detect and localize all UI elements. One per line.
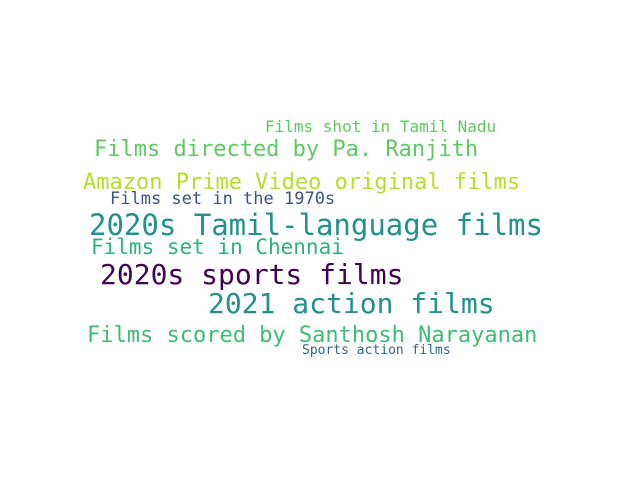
- word-cloud-term: Films set in the 1970s: [110, 189, 336, 209]
- word-cloud-term: Films scored by Santhosh Narayanan: [87, 323, 538, 348]
- word-cloud-term: Sports action films: [302, 343, 451, 358]
- word-cloud-term: Films directed by Pa. Ranjith: [94, 137, 479, 162]
- word-cloud-term: Films set in Chennai: [91, 235, 344, 259]
- word-cloud-term: 2020s Tamil-language films: [89, 208, 543, 242]
- word-cloud-term: Amazon Prime Video original films: [83, 170, 521, 195]
- word-cloud-term: 2020s sports films: [100, 258, 404, 291]
- word-cloud-term: 2021 action films: [208, 287, 495, 320]
- word-cloud-term: Films shot in Tamil Nadu: [265, 117, 497, 136]
